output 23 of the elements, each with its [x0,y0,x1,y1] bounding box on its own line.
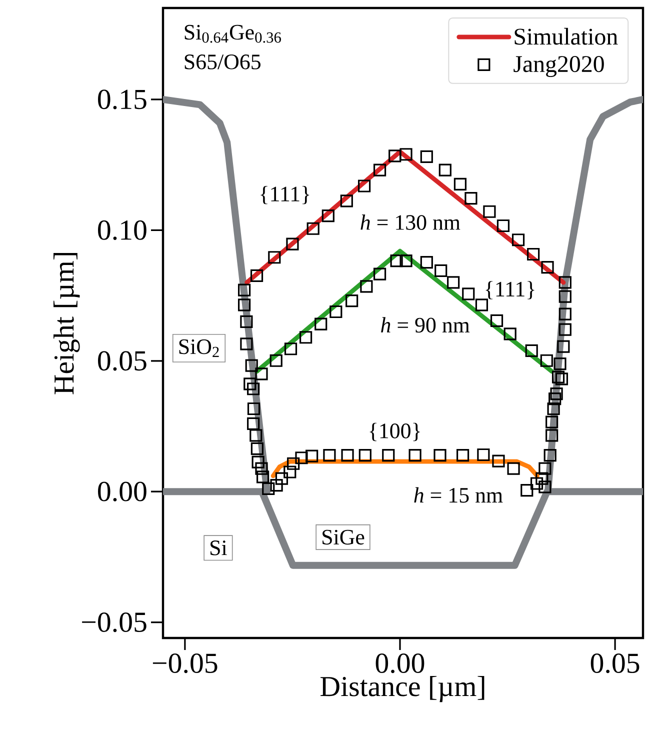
annotation: h = 90 nm [381,317,470,333]
legend-label: Simulation [514,28,618,45]
y-tick-label: 0.05 [98,351,146,371]
annotation: {111} [486,281,534,300]
x-tick-label: 0.00 [376,654,424,674]
y-axis-title: Height [µm] [54,253,80,394]
annotation: Si$_{0.64}$Ge$_{0.36}$ [184,24,281,43]
annotation: S65/O65 [184,54,260,70]
y-tick-label: −0.05 [82,612,146,632]
annotation: h = 130 nm [360,214,460,230]
x-axis-title: Distance [µm] [320,676,484,702]
x-tick-label: 0.05 [590,654,640,674]
annotation: {111} [260,186,310,204]
y-tick-label: 0.10 [98,220,146,240]
y-tick-label: 0.15 [98,90,146,110]
annotation: SiGe [322,530,364,545]
annotation: SiO$_{2}$ [179,339,219,357]
annotation: {100} [370,422,420,442]
x-tick-label: −0.05 [152,654,218,674]
y-tick-label: 0.00 [98,482,146,502]
legend-label: Jang2020 [514,56,604,78]
annotation: h = 15 nm [414,487,503,503]
annotation: Si [210,540,227,556]
